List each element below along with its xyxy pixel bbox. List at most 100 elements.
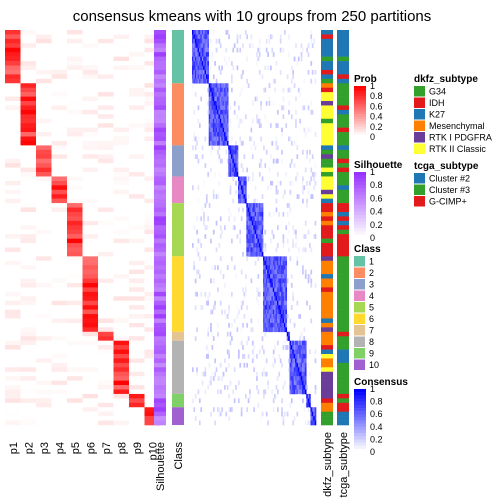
consensus-cell (207, 327, 210, 333)
prob-cell (67, 278, 83, 284)
consensus-cell (229, 163, 232, 168)
prob-cell (129, 296, 145, 302)
consensus-cell (197, 78, 200, 84)
prob-cell (129, 220, 145, 226)
consensus-cell (214, 101, 216, 106)
prob-cell (144, 87, 161, 93)
dkfz-cell (321, 398, 333, 404)
prob-cell (144, 225, 161, 231)
consensus-cell (221, 118, 223, 124)
prob-column-label: p10 (147, 442, 159, 460)
consensus-cell (276, 318, 279, 324)
consensus-cell (257, 47, 260, 53)
prob-cell (51, 296, 68, 302)
prob-cell (36, 331, 52, 337)
consensus-cell (297, 353, 300, 359)
prob-cell (51, 69, 68, 75)
prob-cell (51, 140, 68, 146)
consensus-cell (197, 30, 200, 35)
prob-cell (113, 260, 130, 266)
consensus-cell (293, 367, 296, 373)
consensus-cell (251, 238, 254, 244)
prob-cell (5, 74, 21, 80)
consensus-cell (214, 118, 216, 124)
silhouette-cell (154, 309, 166, 315)
consensus-cell (302, 265, 304, 270)
consensus-legend-swatch (354, 395, 366, 399)
consensus-cell (306, 385, 308, 390)
consensus-cell (307, 105, 310, 111)
prob-cell (98, 109, 114, 115)
prob-cell (129, 145, 145, 151)
prob-cell (129, 265, 145, 270)
consensus-cell (275, 158, 278, 164)
consensus-cell (283, 30, 286, 35)
consensus-cell (260, 105, 262, 111)
consensus-cell (233, 109, 236, 115)
class-cell (172, 331, 184, 341)
tcga-cell (337, 207, 349, 213)
prob-cell (5, 358, 21, 364)
consensus-cell (217, 123, 219, 128)
prob-cell (67, 149, 83, 155)
consensus-cell (221, 65, 223, 71)
consensus-cell (217, 118, 219, 124)
consensus-cell (200, 65, 203, 71)
prob-cell (98, 101, 114, 106)
consensus-cell (247, 251, 250, 257)
dkfz-cell (321, 145, 333, 151)
consensus-cell (222, 105, 225, 111)
consensus-cell (278, 309, 281, 315)
consensus-cell (264, 318, 267, 324)
consensus-cell (274, 345, 276, 350)
prob-cell (98, 65, 114, 71)
dkfz-cell (321, 243, 333, 248)
consensus-cell (244, 30, 247, 35)
prob-cell (67, 393, 83, 399)
consensus-cell (221, 229, 223, 235)
silhouette-cell (154, 194, 166, 199)
consensus-cell (204, 367, 207, 373)
consensus-cell (299, 336, 301, 341)
prob-cell (82, 274, 99, 279)
prob-cell (129, 132, 145, 137)
prob-legend-tick: 0.4 (370, 112, 383, 122)
consensus-cell (204, 74, 207, 80)
consensus-cell (290, 140, 293, 146)
dkfz-cell (321, 376, 333, 381)
consensus-cell (303, 78, 306, 84)
prob-cell (82, 398, 99, 404)
prob-cell (129, 349, 145, 355)
consensus-cell (311, 43, 314, 49)
prob-cell (36, 416, 52, 421)
consensus-cell (224, 282, 226, 288)
consensus-cell (242, 167, 244, 173)
consensus-cell (207, 87, 210, 93)
consensus-cell (274, 358, 276, 364)
consensus-cell (219, 256, 222, 262)
prob-cell (144, 340, 161, 346)
class-legend-label: 9 (369, 349, 374, 359)
consensus-cell (263, 282, 265, 288)
prob-cell (144, 234, 161, 239)
consensus-cell (270, 282, 272, 288)
dkfz-cell (321, 87, 333, 93)
consensus-cell (292, 340, 295, 346)
prob-cell (36, 309, 52, 315)
consensus-cell (207, 52, 210, 57)
prob-cell (98, 247, 114, 253)
prob-cell (129, 216, 145, 222)
prob-cell (144, 318, 161, 324)
consensus-cell (215, 105, 218, 111)
consensus-cell (314, 234, 317, 239)
prob-cell (144, 385, 161, 390)
silhouette-cell (154, 132, 166, 137)
prob-cell (51, 216, 68, 222)
prob-legend-tick: 0.2 (370, 122, 383, 132)
tcga-cell (337, 203, 349, 208)
consensus-cell (271, 265, 274, 270)
consensus-cell (274, 296, 276, 302)
consensus-cell (250, 145, 253, 151)
consensus-cell (208, 114, 211, 120)
prob-cell (113, 216, 130, 222)
